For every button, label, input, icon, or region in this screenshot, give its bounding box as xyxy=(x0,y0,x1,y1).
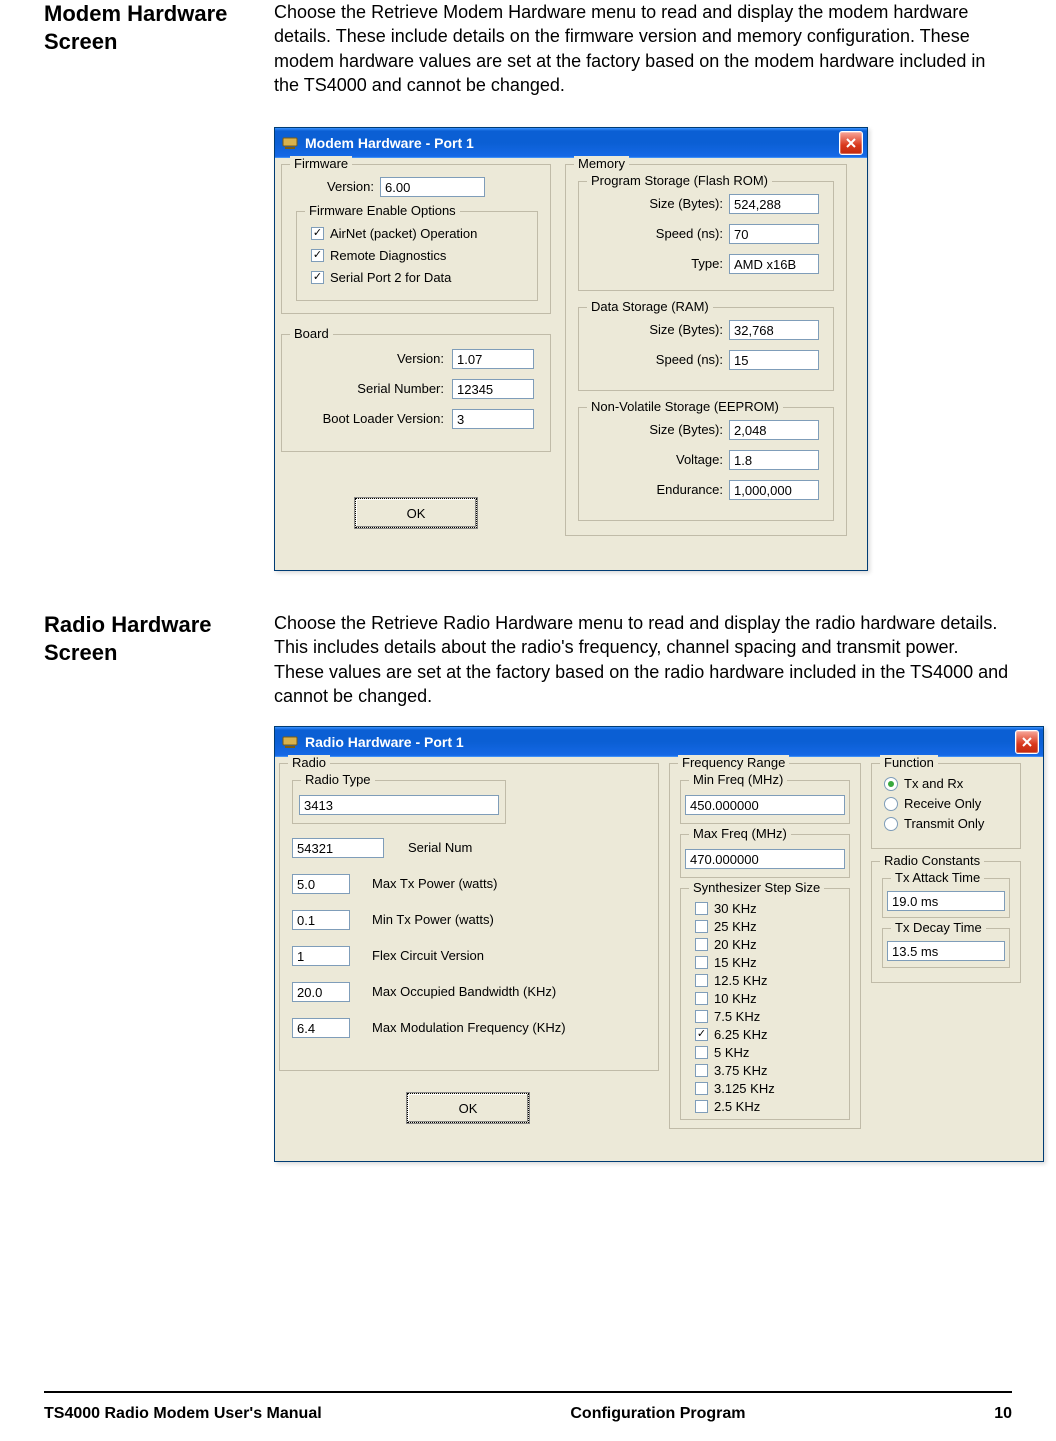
footer-mid: Configuration Program xyxy=(570,1405,745,1423)
mintx-field: 0.1 xyxy=(292,910,350,930)
eeprom-endurance-field: 1,000,000 xyxy=(729,480,819,500)
step-size-checkbox[interactable]: 12.5 KHz xyxy=(695,973,767,988)
close-icon[interactable] xyxy=(839,131,863,155)
label: Version: xyxy=(327,179,374,194)
airnet-checkbox[interactable]: ✓AirNet (packet) Operation xyxy=(311,226,477,241)
page-footer: TS4000 Radio Modem User's Manual Configu… xyxy=(44,1405,1012,1423)
max-freq-group: Max Freq (MHz) 470.000000 xyxy=(680,834,850,878)
firmware-version-field: 6.00 xyxy=(380,177,485,197)
function-radio[interactable]: Transmit Only xyxy=(884,816,984,831)
flash-type-field: AMD x16B xyxy=(729,254,819,274)
attack-field: 19.0 ms xyxy=(887,891,1005,911)
section-paragraph: Choose the Retrieve Modem Hardware menu … xyxy=(274,0,1012,97)
ok-button[interactable]: OK xyxy=(355,498,477,528)
eeprom-group: Non-Volatile Storage (EEPROM) Size (Byte… xyxy=(578,407,834,521)
board-serial-field: 12345 xyxy=(452,379,534,399)
flash-size-field: 524,288 xyxy=(729,194,819,214)
step-size-checkbox[interactable]: 20 KHz xyxy=(695,937,757,952)
app-icon xyxy=(281,134,299,152)
radio-group: Radio Radio Type 3413 54321 Serial Num 5… xyxy=(279,763,659,1071)
function-radio[interactable]: Tx and Rx xyxy=(884,776,963,791)
ok-button[interactable]: OK xyxy=(407,1093,529,1123)
min-freq-field: 450.000000 xyxy=(685,795,845,815)
step-size-checkbox[interactable]: 3.125 KHz xyxy=(695,1081,775,1096)
radio-hardware-dialog: Radio Hardware - Port 1 Radio Radio Type… xyxy=(274,726,1044,1162)
freq-range-group: Frequency Range Min Freq (MHz) 450.00000… xyxy=(669,763,861,1129)
step-size-checkbox[interactable]: 15 KHz xyxy=(695,955,757,970)
constants-group: Radio Constants Tx Attack Time 19.0 ms T… xyxy=(871,861,1021,983)
group-legend: Firmware xyxy=(290,156,352,171)
modem-hardware-dialog: Modem Hardware - Port 1 Firmware Version… xyxy=(274,127,868,571)
bandwidth-field: 20.0 xyxy=(292,982,350,1002)
min-freq-group: Min Freq (MHz) 450.000000 xyxy=(680,780,850,824)
serial-num-field: 54321 xyxy=(292,838,384,858)
step-size-checkbox[interactable]: 2.5 KHz xyxy=(695,1099,760,1114)
radio-type-group: Radio Type 3413 xyxy=(292,780,506,824)
radio-type-field: 3413 xyxy=(299,795,499,815)
board-version-field: 1.07 xyxy=(452,349,534,369)
footer-rule xyxy=(44,1391,1012,1393)
firmware-group: Firmware Version: 6.00 Firmware Enable O… xyxy=(281,164,551,314)
close-icon[interactable] xyxy=(1015,730,1039,754)
decay-group: Tx Decay Time 13.5 ms xyxy=(882,928,1010,968)
app-icon xyxy=(281,733,299,751)
step-size-checkbox[interactable]: 30 KHz xyxy=(695,901,757,916)
flash-speed-field: 70 xyxy=(729,224,819,244)
flash-group: Program Storage (Flash ROM) Size (Bytes)… xyxy=(578,181,834,291)
eeprom-voltage-field: 1.8 xyxy=(729,450,819,470)
decay-field: 13.5 ms xyxy=(887,941,1005,961)
board-group: Board Version: 1.07 Serial Number: 12345… xyxy=(281,334,551,452)
step-size-checkbox[interactable]: 10 KHz xyxy=(695,991,757,1006)
step-size-checkbox[interactable]: 7.5 KHz xyxy=(695,1009,760,1024)
firmware-enable-group: Firmware Enable Options ✓AirNet (packet)… xyxy=(296,211,538,301)
remote-diag-checkbox[interactable]: ✓Remote Diagnostics xyxy=(311,248,446,263)
dialog-title: Radio Hardware - Port 1 xyxy=(305,734,1015,750)
group-legend: Firmware Enable Options xyxy=(305,203,460,218)
footer-right: 10 xyxy=(994,1405,1012,1423)
ram-speed-field: 15 xyxy=(729,350,819,370)
section-heading: Radio Hardware Screen xyxy=(44,611,274,666)
memory-group: Memory Program Storage (Flash ROM) Size … xyxy=(565,164,847,536)
step-size-checkbox[interactable]: 25 KHz xyxy=(695,919,757,934)
ram-size-field: 32,768 xyxy=(729,320,819,340)
dialog-title: Modem Hardware - Port 1 xyxy=(305,135,839,151)
flex-field: 1 xyxy=(292,946,350,966)
section-paragraph: Choose the Retrieve Radio Hardware menu … xyxy=(274,611,1012,708)
step-size-group: Synthesizer Step Size 30 KHz25 KHz20 KHz… xyxy=(680,888,850,1120)
maxtx-field: 5.0 xyxy=(292,874,350,894)
ram-group: Data Storage (RAM) Size (Bytes): 32,768 … xyxy=(578,307,834,391)
attack-group: Tx Attack Time 19.0 ms xyxy=(882,878,1010,918)
footer-left: TS4000 Radio Modem User's Manual xyxy=(44,1405,322,1423)
step-size-checkbox[interactable]: 3.75 KHz xyxy=(695,1063,767,1078)
modfreq-field: 6.4 xyxy=(292,1018,350,1038)
function-radio[interactable]: Receive Only xyxy=(884,796,981,811)
max-freq-field: 470.000000 xyxy=(685,849,845,869)
boot-loader-field: 3 xyxy=(452,409,534,429)
section-heading: Modem Hardware Screen xyxy=(44,0,274,55)
function-group: Function Tx and RxReceive OnlyTransmit O… xyxy=(871,763,1021,849)
step-size-checkbox[interactable]: ✓6.25 KHz xyxy=(695,1027,767,1042)
step-size-checkbox[interactable]: 5 KHz xyxy=(695,1045,749,1060)
serial2-checkbox[interactable]: ✓Serial Port 2 for Data xyxy=(311,270,451,285)
eeprom-size-field: 2,048 xyxy=(729,420,819,440)
